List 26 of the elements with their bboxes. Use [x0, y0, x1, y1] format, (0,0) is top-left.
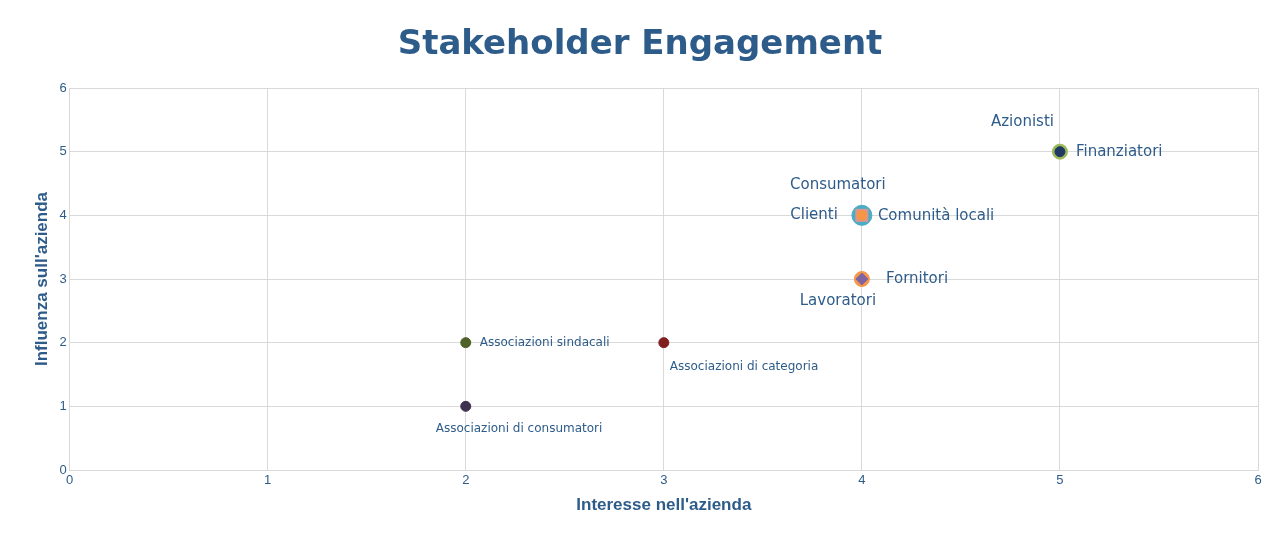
x-tick-label: 6: [1254, 472, 1262, 488]
series-label: Lavoratori: [799, 290, 877, 309]
series-label: Associazioni sindacali: [479, 334, 610, 349]
y-tick-label: 3: [59, 270, 67, 286]
series-label: Finanziatori: [1075, 141, 1163, 160]
x-axis-title: Interesse nell'azienda: [576, 495, 752, 515]
series-label: Clienti: [790, 205, 838, 224]
series-label: Consumatori: [790, 175, 886, 194]
x-tick-label: 2: [462, 472, 470, 488]
x-tick-label: 4: [858, 472, 866, 488]
x-tick-label: 1: [264, 472, 272, 488]
series-label: Azionisti: [990, 111, 1054, 130]
series-label: Comunità locali: [877, 206, 995, 225]
y-tick-label: 6: [59, 79, 67, 95]
series-label: Associazioni di categoria: [669, 358, 819, 373]
series-label: Fornitori: [885, 268, 949, 287]
y-axis-title: Influenza sull'azienda: [31, 191, 51, 367]
y-tick-label: 1: [59, 397, 67, 413]
x-tick-label: 5: [1056, 472, 1064, 488]
y-tick-label: 4: [59, 206, 67, 222]
y-tick-label: 0: [59, 461, 67, 477]
text: Associazioni di consumatori: [435, 421, 603, 436]
x-tick-label: 3: [660, 472, 668, 488]
y-tick-label: 5: [59, 143, 67, 159]
chart-title: Stakeholder Engagement: [396, 22, 884, 62]
y-tick-label: 2: [59, 334, 67, 350]
